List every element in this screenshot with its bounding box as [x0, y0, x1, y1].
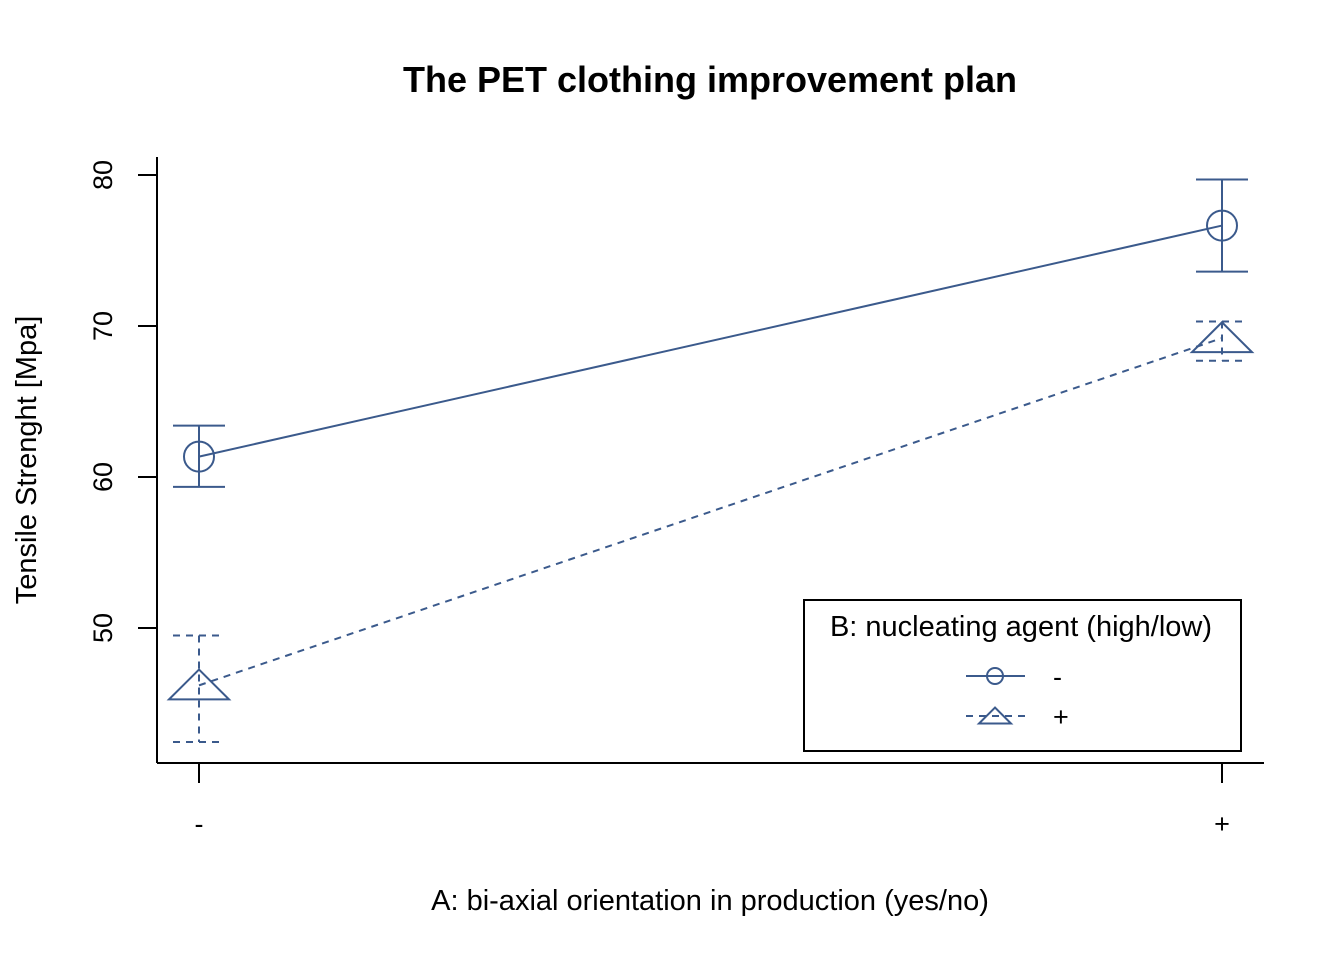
y-axis-ticks: 50 60 70 80 [88, 160, 157, 643]
legend-title: B: nucleating agent (high/low) [830, 611, 1212, 643]
legend: B: nucleating agent (high/low) -+ [803, 599, 1242, 752]
circle-marker [986, 667, 1004, 685]
y-tick-label: 80 [88, 160, 118, 190]
x-tick-label: + [1214, 809, 1230, 839]
series-line [198, 224, 1223, 458]
error-bar [1196, 178, 1248, 273]
y-tick-label: 70 [88, 311, 118, 341]
series-triangle [166, 320, 1255, 744]
triangle-marker [1189, 320, 1255, 354]
x-tick-label: - [195, 809, 204, 839]
y-axis-label: Tensile Strenght [Mpa] [11, 316, 43, 605]
legend-label: + [1053, 702, 1069, 732]
legend-item: - [966, 662, 1062, 692]
y-tick-label: 60 [88, 462, 118, 492]
x-axis-label: A: bi-axial orientation in production (y… [431, 885, 989, 917]
x-axis-ticks: - + [195, 763, 1230, 839]
y-tick-label: 50 [88, 613, 118, 643]
circle-marker [1206, 209, 1238, 242]
error-bar [173, 424, 225, 488]
legend-label: - [1053, 662, 1062, 692]
series-circle [173, 178, 1248, 488]
triangle-marker [166, 668, 232, 701]
error-bar [173, 634, 225, 744]
triangle-marker [976, 706, 1014, 725]
chart-title: The PET clothing improvement plan [403, 59, 1017, 100]
legend-item: + [966, 702, 1069, 732]
series-layer [166, 178, 1255, 744]
series-line [198, 337, 1223, 687]
circle-marker [183, 440, 215, 473]
legend-items: -+ [966, 662, 1069, 732]
